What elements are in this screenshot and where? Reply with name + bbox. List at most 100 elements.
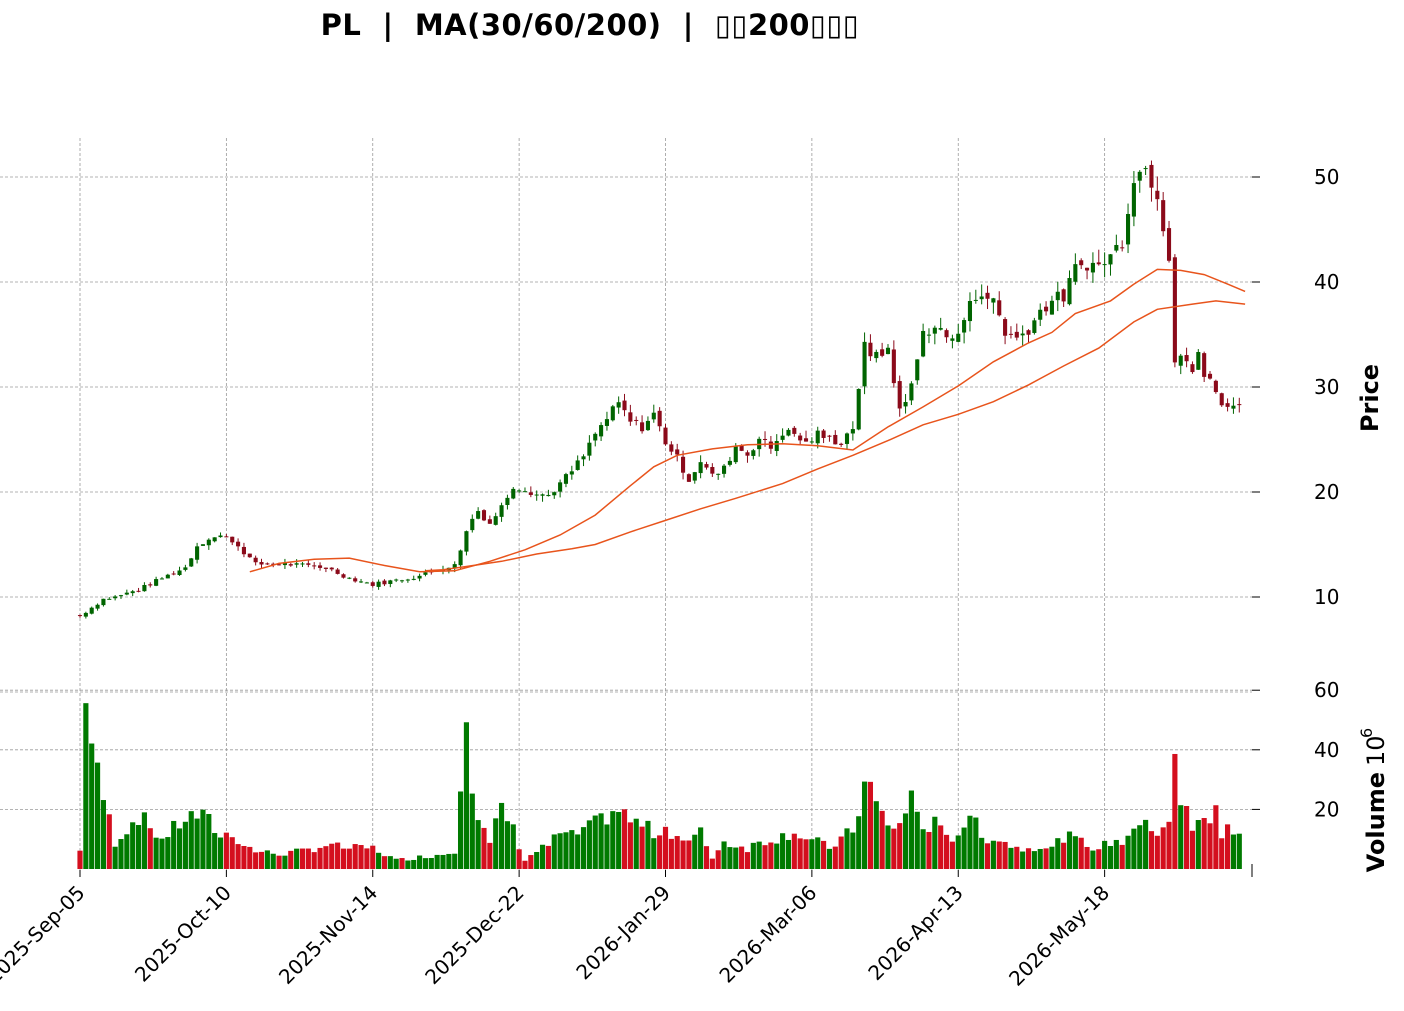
candlestick bbox=[803, 430, 809, 442]
candlestick bbox=[136, 587, 141, 593]
volume-bar bbox=[124, 834, 130, 869]
candle-body bbox=[271, 563, 276, 565]
price-tick-label: 30 bbox=[1314, 375, 1339, 399]
candle-body bbox=[288, 564, 293, 566]
candle-body bbox=[1207, 373, 1213, 379]
candlestick bbox=[142, 582, 147, 592]
volume-bar bbox=[446, 853, 452, 869]
candle-body bbox=[874, 351, 879, 359]
volume-bar bbox=[698, 827, 704, 869]
candle-body bbox=[1038, 309, 1043, 320]
candlestick bbox=[118, 594, 124, 599]
candle-body bbox=[1102, 264, 1107, 266]
candlestick bbox=[1207, 371, 1213, 380]
candle-body bbox=[1061, 289, 1066, 302]
candlestick bbox=[587, 435, 592, 461]
volume-bar bbox=[282, 855, 288, 869]
volume-bar bbox=[914, 811, 920, 869]
candlestick bbox=[1225, 398, 1230, 412]
candle-body bbox=[353, 578, 358, 582]
candle-body bbox=[657, 410, 662, 427]
candle-body bbox=[83, 612, 88, 617]
candle-body bbox=[464, 531, 469, 552]
candle-body bbox=[704, 464, 709, 468]
candle-body bbox=[774, 441, 779, 451]
candle-body bbox=[511, 488, 516, 499]
volume-bar bbox=[258, 851, 265, 869]
candle-body bbox=[177, 570, 182, 576]
candle-body bbox=[1032, 320, 1037, 333]
volume-bar bbox=[610, 811, 616, 869]
candlestick bbox=[323, 567, 328, 573]
volume-bar bbox=[469, 793, 475, 869]
volume-bar bbox=[1113, 839, 1119, 869]
volume-bar bbox=[411, 859, 417, 869]
volume-bar bbox=[94, 762, 101, 869]
volume-bar bbox=[762, 845, 768, 869]
volume-bar bbox=[885, 825, 891, 869]
volume-bars bbox=[77, 703, 1242, 869]
volume-bar bbox=[223, 832, 229, 869]
volume-unit-exponent: 6 bbox=[1357, 728, 1376, 738]
candle-body bbox=[323, 567, 328, 569]
candle-body bbox=[341, 574, 346, 578]
candlestick bbox=[394, 578, 399, 583]
candlestick bbox=[230, 536, 235, 546]
candlestick bbox=[1055, 281, 1060, 312]
candle-body bbox=[1137, 171, 1142, 181]
volume-bar bbox=[604, 824, 610, 869]
candlestick bbox=[774, 434, 779, 457]
volume-bar bbox=[352, 844, 358, 869]
candlestick bbox=[171, 571, 176, 576]
volume-bar bbox=[797, 838, 803, 869]
candlestick bbox=[552, 491, 557, 499]
candlestick bbox=[1003, 317, 1008, 345]
candlestick bbox=[312, 562, 317, 570]
candle-body bbox=[458, 550, 463, 566]
volume-bar bbox=[867, 781, 874, 869]
volume-bar bbox=[861, 781, 868, 869]
candle-body bbox=[347, 577, 352, 579]
candle-body bbox=[318, 565, 323, 568]
volume-bar bbox=[686, 840, 692, 869]
volume-bar bbox=[498, 802, 505, 869]
candlestick bbox=[458, 549, 463, 569]
candle-body bbox=[798, 435, 803, 441]
candle-body bbox=[1008, 333, 1013, 335]
volume-bar bbox=[1002, 841, 1008, 869]
candle-body bbox=[979, 296, 984, 300]
candlestick bbox=[1120, 240, 1125, 252]
volume-bar bbox=[774, 843, 780, 869]
candle-body bbox=[593, 433, 598, 441]
volume-bar bbox=[973, 817, 979, 869]
candle-body bbox=[1114, 244, 1119, 251]
volume-bar bbox=[235, 844, 241, 869]
volume-bar bbox=[633, 818, 639, 869]
candlestick bbox=[200, 544, 206, 546]
volume-bar bbox=[217, 837, 224, 869]
candle-body bbox=[833, 434, 838, 445]
candlestick bbox=[1067, 270, 1072, 306]
volume-bar bbox=[475, 820, 481, 869]
candle-body bbox=[183, 567, 188, 570]
candlestick bbox=[399, 579, 405, 583]
volume-bar bbox=[1102, 840, 1108, 869]
candle-body bbox=[827, 435, 832, 437]
candlestick bbox=[1114, 234, 1119, 253]
candlestick bbox=[212, 537, 217, 543]
volume-bar bbox=[569, 830, 575, 869]
candle-body bbox=[470, 518, 475, 531]
candlestick bbox=[997, 291, 1002, 317]
candlestick bbox=[89, 606, 94, 615]
candlestick bbox=[563, 472, 569, 488]
volume-bar bbox=[721, 841, 727, 869]
volume-bar bbox=[1107, 846, 1114, 869]
volume-bar bbox=[387, 856, 393, 869]
candlestick bbox=[370, 581, 375, 588]
x-tick-label: 2025-Dec-22 bbox=[420, 881, 529, 990]
volume-bar bbox=[897, 823, 903, 869]
candlestick bbox=[1184, 347, 1189, 368]
candlestick bbox=[493, 512, 498, 526]
candle-body bbox=[903, 402, 908, 407]
candle-body bbox=[891, 349, 896, 384]
